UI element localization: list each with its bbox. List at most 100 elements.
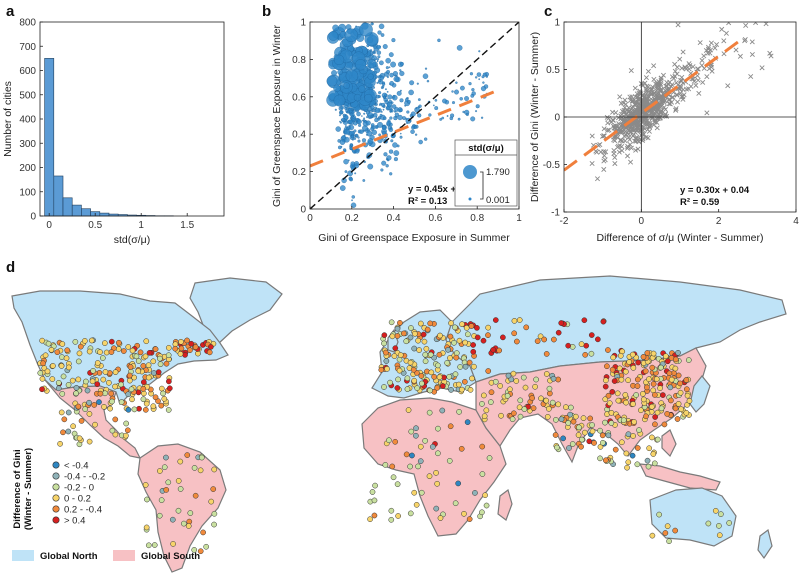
- scatter-point: [378, 104, 381, 106]
- scatter-point: [455, 81, 458, 84]
- scatter-point: [399, 98, 404, 103]
- city-marker: [427, 387, 433, 394]
- city-marker: [605, 392, 612, 399]
- x-tick-label: 0.6: [428, 213, 442, 224]
- scatter-point: [399, 108, 403, 113]
- scatter-point: [437, 38, 441, 43]
- city-marker: [197, 548, 204, 555]
- city-marker: [108, 390, 115, 397]
- city-marker: [445, 347, 451, 353]
- city-marker: [532, 383, 538, 390]
- gini-y-ticks: 0 0.2 0.4 0.6 0.8 1: [292, 18, 313, 216]
- city-marker: [657, 385, 663, 391]
- city-marker: [634, 376, 641, 383]
- scatter-point: [680, 49, 686, 55]
- city-marker: [510, 410, 517, 417]
- city-marker: [652, 421, 658, 428]
- scatter-point: [371, 129, 377, 135]
- city-marker: [579, 436, 585, 443]
- scatter-point: [410, 129, 415, 134]
- city-marker: [566, 445, 572, 451]
- scatter-point: [358, 85, 366, 93]
- scatter-point: [394, 112, 399, 117]
- histogram-bar: [44, 58, 55, 217]
- city-marker: [131, 406, 138, 413]
- city-marker: [543, 351, 550, 357]
- city-marker: [421, 338, 428, 345]
- new-zealand-shape: [757, 528, 773, 560]
- city-marker: [492, 378, 499, 385]
- city-marker: [404, 386, 411, 392]
- city-marker: [640, 354, 647, 360]
- city-marker: [651, 392, 658, 398]
- city-marker: [565, 342, 572, 349]
- scatter-point: [459, 97, 463, 101]
- scatter-point: [332, 24, 339, 32]
- histogram-x-label: std(σ/μ): [114, 234, 150, 246]
- scatter-point: [349, 177, 353, 182]
- city-marker: [143, 524, 150, 531]
- city-marker: [600, 318, 607, 325]
- city-marker: [416, 347, 422, 353]
- scatter-point: [441, 116, 445, 120]
- city-marker: [631, 419, 637, 425]
- scatter-point: [617, 94, 623, 100]
- difference-scatter-points: [589, 22, 774, 182]
- scatter-point: [347, 159, 350, 162]
- city-marker: [551, 336, 557, 343]
- scatter-point: [619, 143, 625, 150]
- scatter-point: [339, 185, 346, 191]
- scatter-point: [338, 23, 347, 32]
- scatter-point: [480, 86, 487, 92]
- city-marker: [455, 381, 462, 388]
- city-marker: [136, 405, 142, 412]
- city-marker: [49, 376, 56, 382]
- scatter-point: [350, 134, 355, 139]
- city-marker: [135, 358, 142, 364]
- scatter-point: [677, 90, 684, 96]
- city-marker: [203, 543, 210, 550]
- city-marker: [640, 396, 647, 403]
- city-marker: [455, 480, 462, 487]
- scatter-point: [380, 33, 385, 37]
- scatter-point: [399, 89, 402, 92]
- scatter-point: [345, 69, 359, 83]
- scatter-point: [351, 138, 354, 141]
- scatter-point: [365, 120, 371, 126]
- city-marker: [175, 507, 182, 514]
- city-marker: [575, 432, 582, 438]
- city-marker: [172, 345, 179, 352]
- gini-y-label: Gini of Greenspace Exposure in Winter: [271, 24, 283, 207]
- city-marker: [466, 359, 473, 366]
- scatter-point: [630, 109, 636, 115]
- scatter-point: [634, 134, 640, 140]
- city-marker: [175, 478, 182, 484]
- city-marker: [161, 395, 168, 402]
- city-marker: [152, 394, 159, 401]
- city-marker: [409, 452, 415, 459]
- city-marker: [150, 403, 157, 410]
- city-marker: [466, 516, 473, 522]
- scatter-point: [385, 88, 387, 91]
- city-marker: [604, 363, 610, 370]
- y-tick-label: 0: [30, 212, 36, 223]
- city-marker: [112, 431, 119, 438]
- city-marker: [591, 440, 597, 446]
- city-marker: [156, 512, 163, 519]
- city-marker: [458, 386, 465, 393]
- scatter-point: [348, 119, 353, 125]
- scatter-point: [630, 103, 636, 109]
- scatter-point: [417, 106, 420, 109]
- city-marker: [389, 463, 396, 470]
- city-marker: [664, 411, 670, 417]
- scatter-point: [594, 176, 601, 182]
- scatter-point: [651, 76, 657, 82]
- scatter-point: [378, 23, 385, 30]
- scatter-point: [370, 115, 373, 119]
- city-marker: [550, 375, 557, 382]
- city-marker: [726, 520, 733, 526]
- scatter-point: [402, 116, 406, 121]
- scatter-point: [645, 68, 651, 74]
- city-marker: [649, 403, 655, 410]
- indonesia-shape: [638, 463, 721, 491]
